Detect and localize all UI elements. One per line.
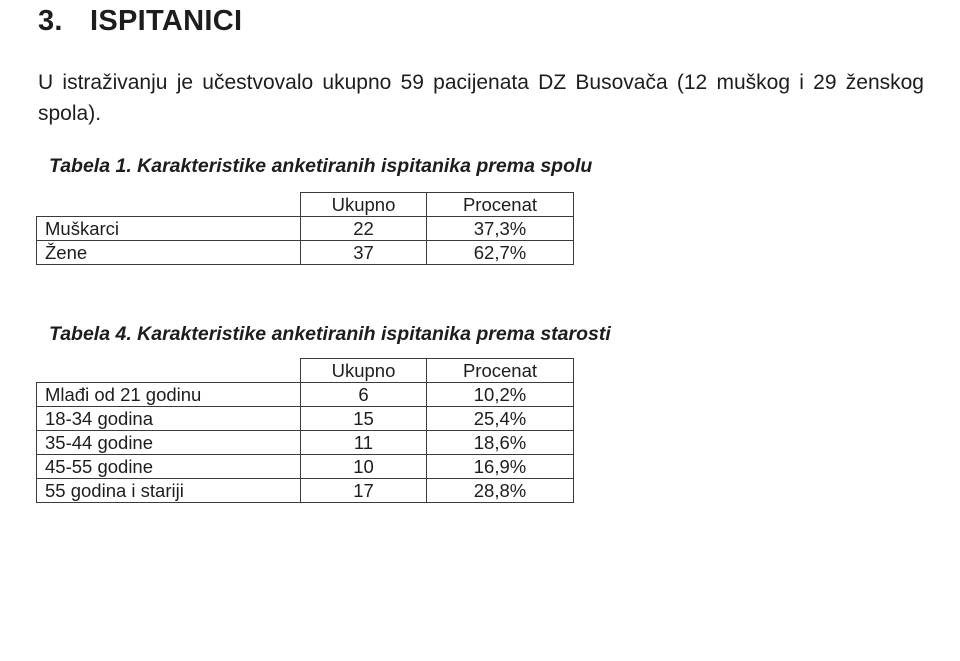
paragraph-line: spola). [38, 102, 102, 125]
table-body: Mlađi od 21 godinu 6 10,2% 18-34 godina 15 25… [36, 382, 574, 503]
cell-label: Mlađi od 21 godinu [36, 382, 301, 407]
table-body: Muškarci 22 37,3% Žene 37 62,7% [36, 216, 574, 265]
cell-procenat: 18,6% [426, 430, 574, 455]
cell-label: 55 godina i stariji [36, 478, 301, 503]
header-row: Ukupno Procenat [37, 192, 574, 217]
table-header: Ukupno Procenat [37, 192, 574, 217]
cell-ukupno: 11 [300, 430, 427, 455]
table-row: 45-55 godine 10 16,9% [36, 454, 574, 479]
cell-procenat: 28,8% [426, 478, 574, 503]
table-row: Žene 37 62,7% [36, 240, 574, 265]
cell-ukupno: 22 [300, 216, 427, 241]
cell-procenat: 10,2% [426, 382, 574, 407]
table-row: 35-44 godine 11 18,6% [36, 430, 574, 455]
table-row: Muškarci 22 37,3% [36, 216, 574, 241]
cell-label: 18-34 godina [36, 406, 301, 431]
cell-ukupno: 37 [300, 240, 427, 265]
intro-paragraph: U istraživanju je učestvovalo ukupno 59 … [38, 67, 924, 129]
cell-ukupno: 10 [300, 454, 427, 479]
header-cell-empty [37, 193, 301, 217]
header-row: Ukupno Procenat [37, 358, 574, 383]
header-cell-procenat: Procenat [426, 192, 574, 217]
table4-caption: Tabela 4. Karakteristike anketiranih isp… [49, 323, 611, 345]
paragraph-line: U istraživanju je učestvovalo ukupno 59 … [38, 71, 924, 94]
table-age: Ukupno Procenat Mlađi od 21 godinu 6 10,2%… [36, 358, 574, 503]
cell-ukupno: 17 [300, 478, 427, 503]
section-heading: 3. ISPITANICI [38, 5, 242, 38]
cell-label: 35-44 godine [36, 430, 301, 455]
cell-label: Žene [36, 240, 301, 265]
cell-procenat: 37,3% [426, 216, 574, 241]
cell-procenat: 16,9% [426, 454, 574, 479]
table-row: 18-34 godina 15 25,4% [36, 406, 574, 431]
cell-label: 45-55 godine [36, 454, 301, 479]
table-row: 55 godina i stariji 17 28,8% [36, 478, 574, 503]
header-cell-ukupno: Ukupno [300, 192, 427, 217]
cell-label: Muškarci [36, 216, 301, 241]
table1-caption: Tabela 1. Karakteristike anketiranih isp… [49, 155, 593, 177]
table-header: Ukupno Procenat [37, 358, 574, 383]
header-cell-ukupno: Ukupno [300, 358, 427, 383]
section-number: 3. [38, 5, 63, 37]
cell-ukupno: 15 [300, 406, 427, 431]
header-cell-empty [37, 359, 301, 383]
table-gender: Ukupno Procenat Muškarci 22 37,3% Žene 37 62,… [36, 192, 574, 265]
cell-procenat: 25,4% [426, 406, 574, 431]
section-title: ISPITANICI [90, 5, 243, 37]
cell-ukupno: 6 [300, 382, 427, 407]
header-cell-procenat: Procenat [426, 358, 574, 383]
table-row: Mlađi od 21 godinu 6 10,2% [36, 382, 574, 407]
cell-procenat: 62,7% [426, 240, 574, 265]
